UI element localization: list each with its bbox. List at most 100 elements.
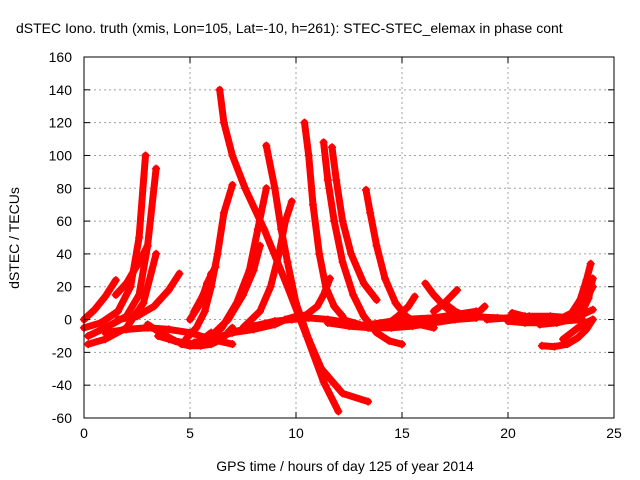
data-point-marker: [580, 299, 589, 308]
data-point-marker: [113, 307, 122, 316]
x-axis-label: GPS time / hours of day 125 of year 2014: [216, 458, 474, 474]
data-point-marker: [330, 217, 339, 226]
data-point-marker: [292, 299, 300, 308]
data-point-marker: [190, 307, 199, 316]
series-line: [80, 152, 149, 332]
y-tick-label: 140: [49, 82, 73, 98]
data-point-marker: [228, 151, 237, 160]
data-point-marker: [313, 302, 322, 311]
series-16: [207, 241, 264, 340]
data-point-marker: [582, 325, 591, 334]
data-point-marker: [338, 217, 347, 226]
series-18: [239, 197, 296, 332]
data-point-marker: [139, 299, 148, 308]
data-point-marker: [190, 338, 199, 347]
data-point-marker: [557, 315, 565, 324]
y-tick-label: -60: [52, 410, 72, 426]
data-point-marker: [84, 340, 93, 349]
data-point-marker: [385, 336, 394, 345]
data-point-marker: [537, 341, 546, 350]
data-point-marker: [202, 282, 211, 291]
data-point-marker: [535, 320, 544, 329]
data-point-marker: [111, 290, 120, 299]
data-point-marker: [164, 335, 173, 344]
data-point-marker: [404, 302, 413, 311]
series-line: [430, 286, 461, 315]
data-point-marker: [520, 318, 529, 327]
data-point-marker: [398, 340, 406, 349]
series-2: [84, 164, 161, 340]
data-point-marker: [200, 307, 209, 316]
data-point-marker: [361, 185, 370, 194]
data-point-marker: [90, 305, 99, 314]
data-point-marker: [255, 307, 264, 316]
data-point-marker: [586, 259, 595, 268]
y-tick-label: 20: [56, 279, 72, 295]
x-tick-label: 5: [186, 425, 194, 441]
data-point-marker: [287, 197, 296, 206]
data-point-marker: [164, 325, 173, 334]
data-point-marker: [304, 335, 313, 344]
data-point-marker: [96, 318, 105, 327]
y-tick-label: -20: [52, 344, 72, 360]
data-point-marker: [453, 286, 462, 295]
data-point-marker: [255, 241, 264, 250]
data-point-marker: [429, 290, 438, 299]
series-4: [111, 241, 152, 299]
series-37: [546, 305, 597, 324]
data-point-marker: [175, 269, 184, 278]
data-point-marker: [550, 342, 559, 351]
data-point-marker: [421, 279, 430, 288]
data-point-marker: [249, 325, 258, 334]
data-point-marker: [228, 340, 237, 349]
data-point-marker: [101, 328, 110, 337]
data-point-marker: [578, 320, 587, 329]
y-axis-label: dSTEC / TECUs: [6, 187, 22, 289]
data-point-marker: [546, 315, 555, 324]
data-point-marker: [300, 118, 309, 127]
series-23: [328, 143, 381, 304]
data-point-marker: [249, 266, 258, 275]
y-tick-label: 60: [56, 213, 72, 229]
data-point-marker: [429, 313, 438, 322]
series-line: [112, 242, 152, 299]
data-point-marker: [588, 274, 597, 283]
data-point-marker: [315, 249, 324, 258]
data-point-marker: [262, 184, 271, 193]
data-point-marker: [207, 269, 216, 278]
data-point-marker: [149, 302, 158, 311]
data-point-marker: [559, 335, 568, 344]
y-tick-label: -40: [52, 377, 72, 393]
data-point-marker: [387, 317, 396, 326]
series-line: [190, 270, 215, 315]
tick-layer: 0 5 10 15 20 25 -60 -40 -20 0 20 40 60 80 100 120 140 160: [49, 49, 622, 441]
data-point-marker: [319, 377, 328, 386]
data-point-marker: [480, 302, 489, 311]
data-point-marker: [101, 292, 110, 301]
data-point-marker: [588, 305, 597, 314]
data-point-marker: [228, 328, 237, 337]
data-point-marker: [135, 290, 144, 299]
data-point-marker: [202, 335, 211, 344]
data-point-marker: [253, 225, 262, 234]
data-point-marker: [347, 249, 356, 258]
data-point-marker: [143, 320, 152, 329]
x-tick-label: 25: [606, 425, 622, 441]
data-point-marker: [135, 258, 144, 267]
data-point-marker: [359, 279, 368, 288]
data-point-marker: [281, 217, 290, 226]
data-point-marker: [332, 176, 341, 185]
data-point-marker: [304, 151, 313, 160]
data-point-marker: [317, 364, 326, 373]
data-point-marker: [446, 292, 455, 301]
series-12: [190, 269, 216, 316]
data-point-marker: [398, 315, 406, 324]
data-point-marker: [364, 397, 373, 406]
data-point-marker: [321, 282, 330, 291]
y-tick-label: 80: [56, 180, 72, 196]
data-point-marker: [164, 286, 173, 295]
data-point-marker: [281, 315, 290, 324]
data-point-marker: [482, 315, 491, 324]
